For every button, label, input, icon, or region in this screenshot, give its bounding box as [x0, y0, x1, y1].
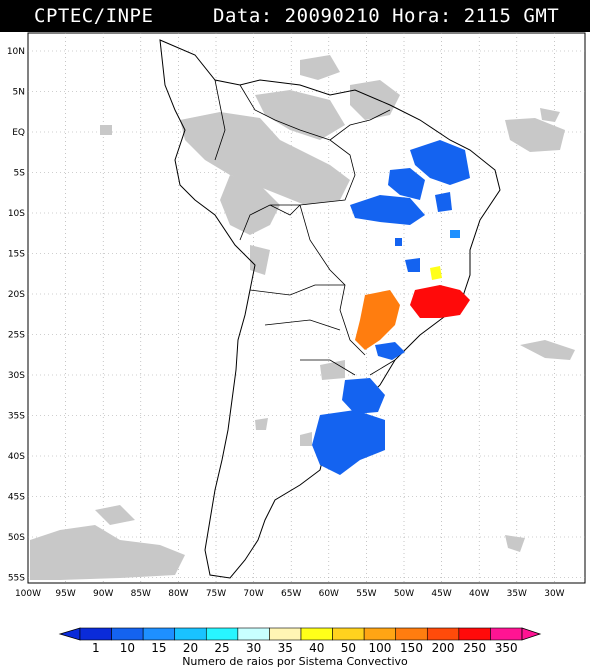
colorbar-segment	[300, 627, 333, 641]
lat-label: 55S	[8, 574, 25, 584]
colorbar-tick-label: 250	[463, 641, 486, 655]
lon-label: 60W	[319, 589, 339, 599]
lat-label: 10N	[7, 47, 25, 57]
colorbar-tick-label: 25	[214, 641, 229, 655]
lon-label: 30W	[544, 589, 564, 599]
lon-label: 95W	[55, 589, 75, 599]
colorbar-segment	[79, 627, 112, 641]
lon-label: 65W	[281, 589, 301, 599]
country-borders	[214, 79, 396, 376]
lat-label: 10S	[8, 209, 25, 219]
convective-systems	[312, 140, 470, 475]
lat-label: 35S	[8, 412, 25, 422]
colorbar-segment	[269, 627, 302, 641]
lon-label: 70W	[243, 589, 263, 599]
lat-label: 50S	[8, 533, 25, 543]
colorbar-segment	[142, 627, 176, 641]
lat-label: 30S	[8, 371, 25, 381]
lat-label: 5N	[13, 88, 25, 98]
colorbar-segment	[426, 627, 460, 641]
lon-label: 100W	[15, 589, 41, 599]
lon-label: 35W	[507, 589, 527, 599]
colorbar-tick-label: 35	[278, 641, 293, 655]
colorbar-tick-label: 30	[246, 641, 261, 655]
lon-label: 50W	[394, 589, 414, 599]
lon-label: 55W	[356, 589, 376, 599]
lon-label: 40W	[469, 589, 489, 599]
colorbar-segment	[458, 627, 491, 641]
colorbar-segment	[174, 627, 207, 641]
colorbar	[58, 627, 542, 641]
colorbar-segment	[332, 627, 365, 641]
colorbar-caption: Numero de raios por Sistema Convectivo	[182, 655, 408, 668]
colorbar-tick-label: 40	[309, 641, 324, 655]
source-label: CPTEC/INPE	[34, 5, 154, 27]
lat-label: 15S	[8, 250, 25, 260]
colorbar-tick-label: 100	[368, 641, 391, 655]
lon-label: 85W	[131, 589, 151, 599]
colorbar-segment	[237, 627, 270, 641]
lon-label: 80W	[168, 589, 188, 599]
colorbar-tick-label: 350	[495, 641, 518, 655]
datetime-label: Data: 20090210 Hora: 2115 GMT	[213, 5, 560, 27]
south-america-outline	[159, 39, 501, 579]
latitude-labels: 10N 5N EQ 5S 10S 15S 20S 25S 30S 35S 40S 45S 50S 55S	[7, 47, 25, 584]
colorbar-segment	[205, 627, 239, 641]
colorbar-tick-label: 1	[92, 641, 100, 655]
longitude-labels: 100W 95W 90W 85W 80W 75W 70W 65W 60W 55W 50W 45W 40W…	[15, 589, 565, 599]
map-header: CPTEC/INPE Data: 20090210 Hora: 2115 GMT	[0, 0, 590, 32]
lon-label: 75W	[206, 589, 226, 599]
colorbar-arrow-left	[58, 627, 81, 641]
colorbar-segment	[395, 627, 428, 641]
colorbar-tick-label: 20	[183, 641, 198, 655]
lon-label: 90W	[93, 589, 113, 599]
colorbar-segment	[111, 627, 144, 641]
colorbar-tick-label: 10	[120, 641, 135, 655]
lat-label: 45S	[8, 493, 25, 503]
lat-label: EQ	[12, 128, 25, 138]
colorbar-tick-label: 150	[400, 641, 423, 655]
lat-label: 25S	[8, 331, 25, 341]
colorbar-tick-label: 200	[432, 641, 455, 655]
colorbar-segment	[490, 627, 523, 641]
lon-label: 45W	[431, 589, 451, 599]
colorbar-arrow-right	[521, 627, 542, 641]
lat-label: 40S	[8, 452, 25, 462]
lat-label: 5S	[14, 169, 26, 179]
colorbar-ticks: 1 10 15 20 25 30 35 40 50 100 150 200 250 350	[92, 641, 518, 655]
colorbar-tick-label: 15	[151, 641, 166, 655]
lat-label: 20S	[8, 290, 25, 300]
colorbar-tick-label: 50	[341, 641, 356, 655]
colorbar-segment	[363, 627, 397, 641]
graticule	[28, 33, 585, 583]
